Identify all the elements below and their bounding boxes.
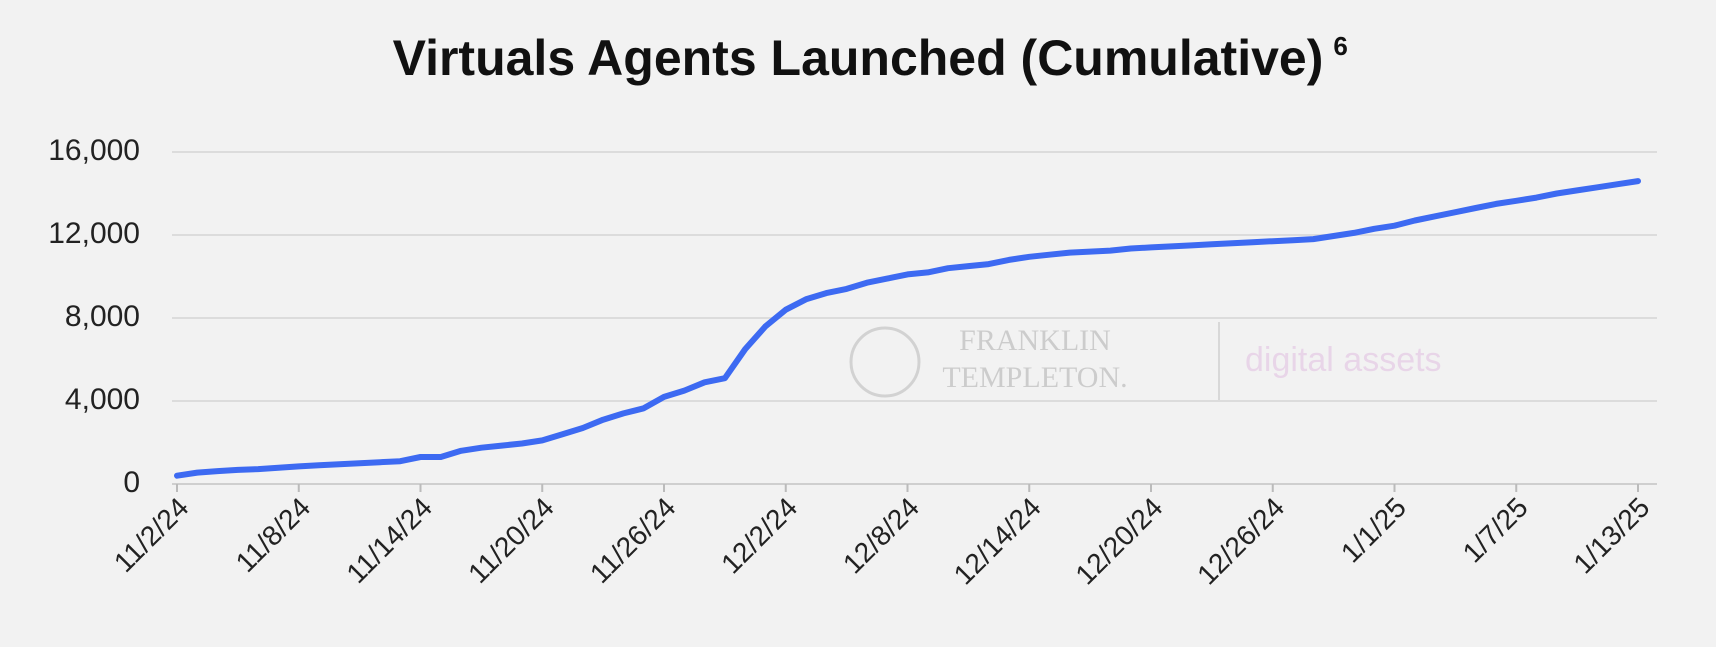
- watermark-logo: [849, 326, 921, 398]
- y-tick-label: 12,000: [48, 217, 140, 250]
- y-tick-label: 16,000: [48, 134, 140, 167]
- chart-title: Virtuals Agents Launched (Cumulative): [393, 30, 1324, 86]
- y-tick-label: 0: [123, 466, 140, 499]
- title-note: 6: [1333, 31, 1347, 61]
- watermark-brand: FRANKLIN: [959, 324, 1111, 357]
- line-series: [174, 178, 1641, 479]
- watermark: FRANKLIN TEMPLETON. digital assets: [849, 322, 1442, 400]
- y-tick-label: 8,000: [65, 300, 140, 333]
- y-tick-label: 4,000: [65, 383, 140, 416]
- watermark-brand: TEMPLETON.: [942, 361, 1127, 394]
- watermark-tagline: digital assets: [1245, 341, 1442, 379]
